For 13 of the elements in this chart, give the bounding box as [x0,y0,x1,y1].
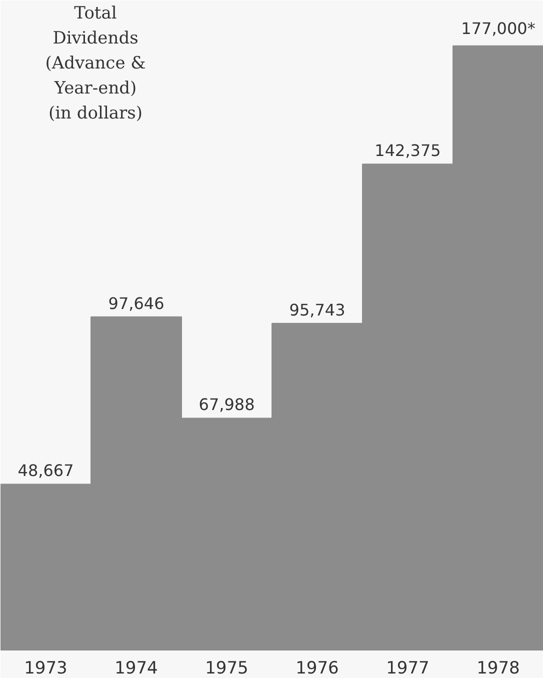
x-tick-label: 1973 [24,658,68,678]
data-label: 95,743 [289,300,346,320]
data-label: 177,000* [461,18,536,38]
x-tick-label: 1975 [205,658,248,678]
x-tick-label: 1976 [296,658,339,678]
x-tick-label: 1978 [476,658,520,678]
x-tick-label: 1974 [114,658,158,678]
x-tick-label: 1977 [386,658,430,678]
data-label: 142,375 [374,141,441,160]
data-label: 48,667 [18,461,74,480]
data-label: 67,988 [198,395,255,414]
data-label: 97,646 [108,294,164,313]
text: Total Dividends (Advance & Year-end) (in dollars) [45,4,146,124]
